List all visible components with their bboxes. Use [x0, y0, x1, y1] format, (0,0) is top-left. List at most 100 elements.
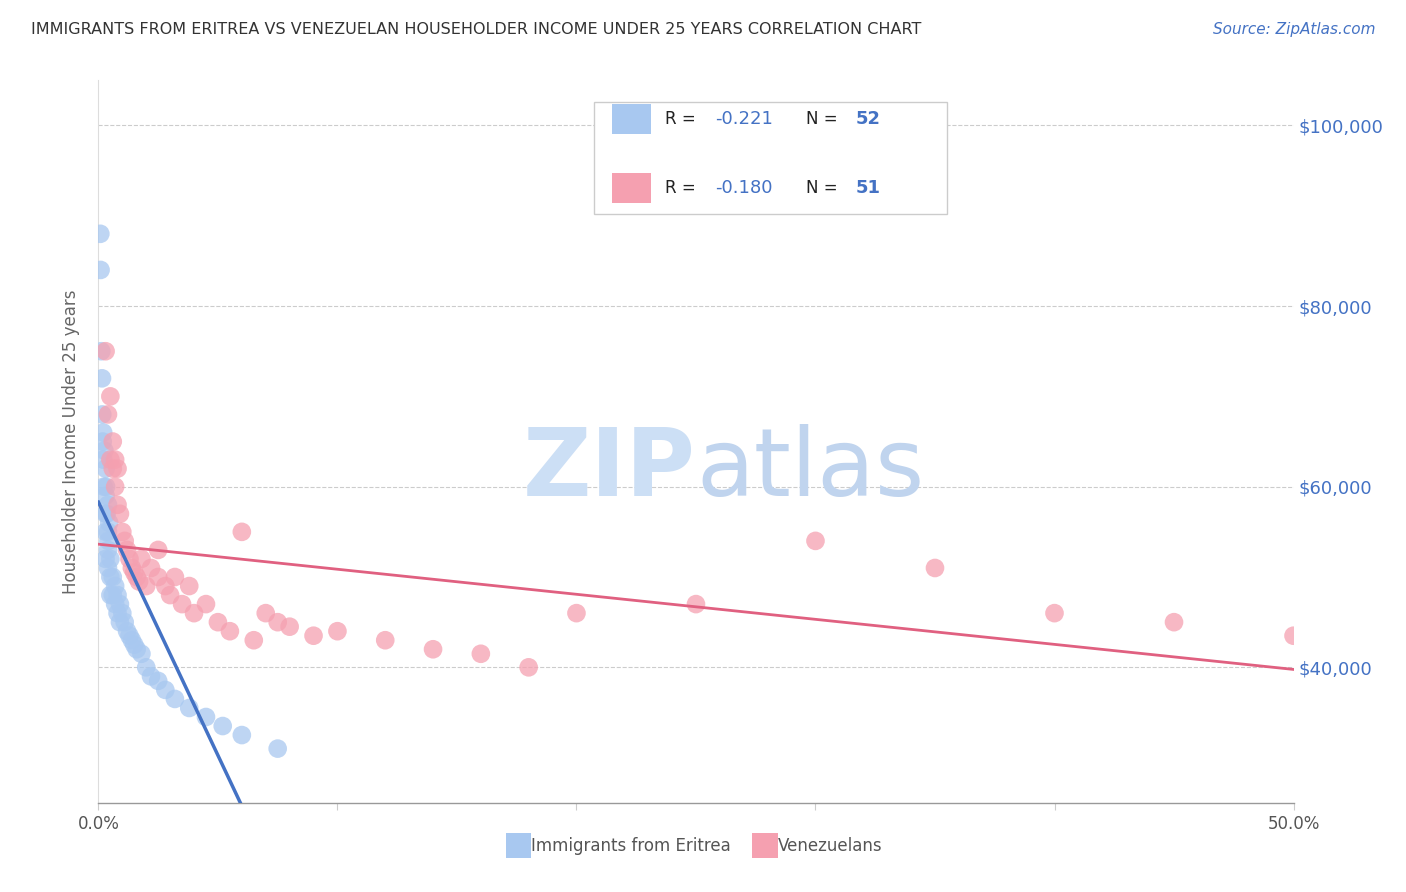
Point	[118, 552, 141, 566]
Point	[131, 552, 153, 566]
Point	[89, 227, 111, 241]
Point	[326, 624, 349, 639]
Point	[470, 647, 492, 661]
Point	[804, 533, 827, 548]
Point	[93, 443, 115, 458]
Point	[107, 461, 129, 475]
Point	[219, 624, 242, 639]
Point	[243, 633, 266, 648]
Point	[101, 588, 124, 602]
Point	[91, 452, 114, 467]
Point	[1163, 615, 1185, 630]
Point	[91, 434, 114, 449]
Point	[139, 669, 162, 683]
Point	[179, 701, 201, 715]
Point	[94, 461, 117, 475]
Point	[135, 660, 157, 674]
Point	[98, 570, 122, 584]
Point	[108, 597, 131, 611]
Point	[97, 533, 120, 548]
Point	[114, 533, 136, 548]
Point	[101, 461, 124, 475]
Y-axis label: Householder Income Under 25 years: Householder Income Under 25 years	[62, 289, 80, 594]
Point	[124, 566, 146, 580]
Point	[98, 389, 122, 403]
Point	[172, 597, 194, 611]
Point	[98, 552, 122, 566]
Text: 51: 51	[856, 179, 882, 197]
Point	[98, 516, 121, 530]
Text: Source: ZipAtlas.com: Source: ZipAtlas.com	[1212, 22, 1375, 37]
Bar	[613, 173, 651, 203]
Point	[94, 480, 117, 494]
Point	[97, 408, 120, 422]
Point	[254, 606, 277, 620]
Point	[1043, 606, 1066, 620]
Point	[96, 507, 118, 521]
Point	[97, 498, 120, 512]
Point	[685, 597, 707, 611]
Point	[278, 620, 301, 634]
Point	[131, 647, 153, 661]
Point	[107, 588, 129, 602]
Point	[179, 579, 201, 593]
Point	[115, 624, 138, 639]
Point	[211, 719, 233, 733]
Point	[517, 660, 540, 674]
Text: R =: R =	[665, 111, 702, 128]
Point	[163, 692, 186, 706]
Point	[93, 480, 115, 494]
Text: -0.221: -0.221	[716, 111, 773, 128]
Point	[111, 524, 134, 539]
Point	[94, 489, 117, 503]
Point	[108, 507, 131, 521]
Point	[97, 524, 120, 539]
Point	[124, 638, 146, 652]
Point	[125, 642, 148, 657]
Point	[97, 542, 120, 557]
Point	[924, 561, 946, 575]
Point	[195, 710, 218, 724]
Point	[125, 570, 148, 584]
Point	[94, 507, 117, 521]
Point	[207, 615, 229, 630]
Point	[101, 434, 124, 449]
Point	[104, 480, 127, 494]
Point	[148, 542, 170, 557]
Point	[374, 633, 396, 648]
Point	[111, 606, 134, 620]
Point	[148, 570, 170, 584]
Point	[98, 588, 122, 602]
Point	[107, 498, 129, 512]
Text: IMMIGRANTS FROM ERITREA VS VENEZUELAN HOUSEHOLDER INCOME UNDER 25 YEARS CORRELAT: IMMIGRANTS FROM ERITREA VS VENEZUELAN HO…	[31, 22, 921, 37]
Point	[104, 597, 127, 611]
Text: N =: N =	[806, 179, 842, 197]
Text: -0.180: -0.180	[716, 179, 772, 197]
Point	[94, 524, 117, 539]
Point	[121, 633, 143, 648]
Point	[98, 452, 122, 467]
Point	[565, 606, 588, 620]
Point	[195, 597, 218, 611]
Point	[104, 452, 127, 467]
Point	[118, 629, 141, 643]
Point	[139, 561, 162, 575]
Point	[91, 371, 114, 385]
Bar	[613, 104, 651, 135]
Text: N =: N =	[806, 111, 842, 128]
Point	[121, 561, 143, 575]
Point	[231, 728, 253, 742]
Point	[302, 629, 325, 643]
Text: 52: 52	[856, 111, 882, 128]
Text: Immigrants from Eritrea: Immigrants from Eritrea	[531, 837, 731, 855]
Point	[267, 741, 290, 756]
Point	[104, 579, 127, 593]
Point	[108, 615, 131, 630]
Point	[91, 408, 114, 422]
Point	[159, 588, 181, 602]
Point	[148, 673, 170, 688]
Text: Venezuelans: Venezuelans	[778, 837, 882, 855]
Point	[115, 542, 138, 557]
Point	[91, 425, 114, 440]
Point	[90, 344, 112, 359]
